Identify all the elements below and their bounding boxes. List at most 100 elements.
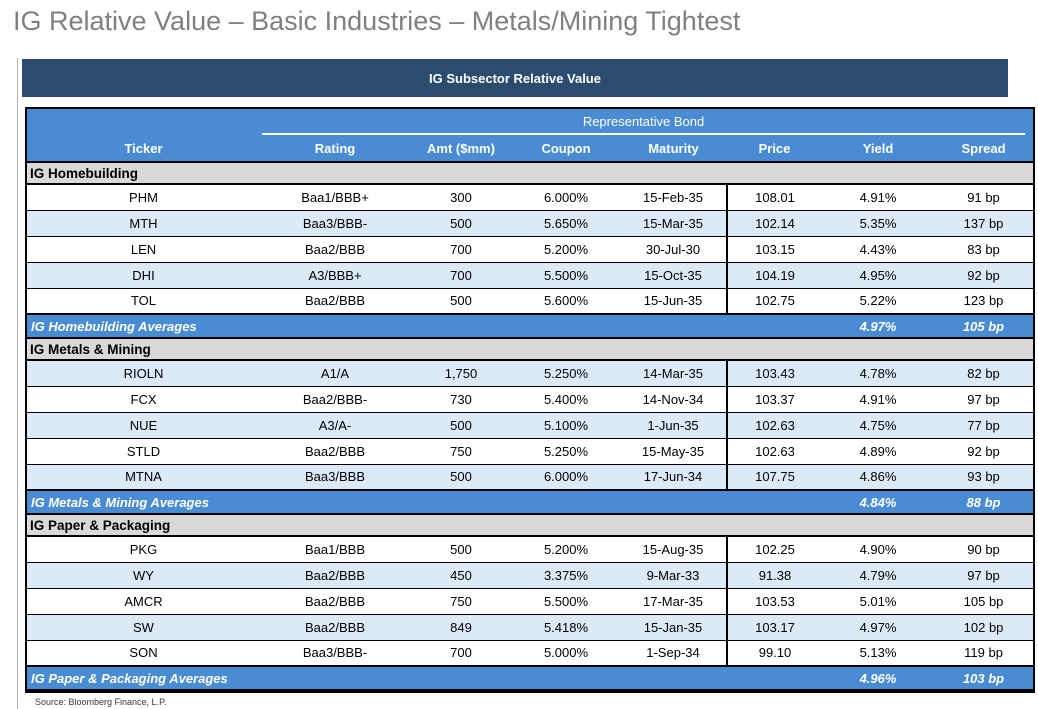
yield-cell: 5.22% [822, 288, 934, 315]
price-cell: 102.25 [726, 536, 822, 563]
section-header-row: IG Metals & Mining [27, 337, 1034, 361]
ticker-cell: NUE [27, 412, 260, 439]
amt-cell: 700 [410, 236, 512, 263]
coupon-cell: 5.500% [512, 588, 620, 615]
amt-cell: 500 [410, 288, 512, 315]
coupon-cell: 5.400% [512, 386, 620, 413]
bond-row: PKG Baa1/BBB 500 5.200% 15-Aug-35 102.25 4.90%… [27, 536, 1034, 563]
yield-cell: 4.79% [822, 562, 934, 589]
maturity-cell: 9-Mar-33 [620, 562, 727, 589]
rating-cell: Baa3/BBB- [260, 640, 410, 667]
amt-cell: 450 [410, 562, 512, 589]
coupon-cell: 3.375% [512, 562, 620, 589]
group-header-row: Representative Bond [27, 109, 1034, 135]
rating-cell: Baa3/BBB- [260, 210, 410, 237]
spread-cell: 123 bp [934, 288, 1034, 315]
rating-cell: Baa2/BBB [260, 438, 410, 465]
yield-cell: 4.89% [822, 438, 934, 465]
rating-cell: Baa3/BBB [260, 464, 410, 491]
relative-value-table: Representative Bond Ticker Rating Amt ($… [25, 107, 1035, 693]
maturity-cell: 15-Jan-35 [620, 614, 727, 641]
ticker-cell: PHM [27, 184, 260, 211]
price-cell: 102.63 [726, 438, 822, 465]
coupon-cell: 5.000% [512, 640, 620, 667]
price-cell: 103.37 [726, 386, 822, 413]
maturity-cell: 1-Jun-35 [620, 412, 727, 439]
spread-cell: 83 bp [934, 236, 1034, 263]
spread-cell: 77 bp [934, 412, 1034, 439]
yield-cell: 4.78% [822, 360, 934, 387]
table-title: IG Subsector Relative Value [429, 70, 601, 86]
maturity-cell: 15-May-35 [620, 438, 727, 465]
bond-row: TOL Baa2/BBB 500 5.600% 15-Jun-35 102.75 5.22%… [27, 288, 1034, 315]
spread-cell: 93 bp [934, 464, 1034, 491]
bond-table: Representative Bond Ticker Rating Amt ($… [27, 109, 1034, 691]
bond-row: MTH Baa3/BBB- 500 5.650% 15-Mar-35 102.14 5.35… [27, 210, 1034, 237]
page-title: IG Relative Value – Basic Industries – M… [13, 6, 741, 36]
amt-cell: 730 [410, 386, 512, 413]
spread-cell: 137 bp [934, 210, 1034, 237]
maturity-cell: 1-Sep-34 [620, 640, 727, 667]
coupon-cell: 6.000% [512, 464, 620, 491]
spread-cell: 82 bp [934, 360, 1034, 387]
spread-cell: 97 bp [934, 386, 1034, 413]
price-cell: 108.01 [726, 184, 822, 211]
amt-cell: 750 [410, 438, 512, 465]
bond-row: MTNA Baa3/BBB 500 6.000% 17-Jun-34 107.75 4.86… [27, 464, 1034, 491]
section-header-row: IG Paper & Packaging [27, 513, 1034, 537]
coupon-cell: 5.650% [512, 210, 620, 237]
average-spread: 103 bp [934, 665, 1034, 691]
averages-label: IG Homebuilding Averages [27, 313, 822, 339]
price-cell: 103.17 [726, 614, 822, 641]
averages-row: IG Paper & Packaging Averages 4.96% 103 bp [27, 665, 1034, 691]
amt-cell: 500 [410, 412, 512, 439]
spread-cell: 91 bp [934, 184, 1034, 211]
section-title: IG Paper & Packaging [27, 513, 1034, 537]
rating-cell: Baa2/BBB- [260, 386, 410, 413]
section-header-row: IG Homebuilding [27, 161, 1034, 185]
coupon-cell: 5.250% [512, 438, 620, 465]
maturity-cell: 14-Mar-35 [620, 360, 727, 387]
bond-row: NUE A3/A- 500 5.100% 1-Jun-35 102.63 4.75% 77 b… [27, 412, 1034, 439]
maturity-cell: 15-Mar-35 [620, 210, 727, 237]
section-title: IG Metals & Mining [27, 337, 1034, 361]
ticker-cell: MTH [27, 210, 260, 237]
yield-cell: 5.01% [822, 588, 934, 615]
group-header-spacer [27, 109, 260, 135]
column-header-spread: Spread [961, 140, 1006, 156]
yield-cell: 4.86% [822, 464, 934, 491]
slide-edge-line [17, 58, 18, 709]
averages-label: IG Paper & Packaging Averages [27, 665, 822, 691]
spread-cell: 92 bp [934, 262, 1034, 289]
group-header-cell: Representative Bond [260, 109, 1033, 135]
bond-row: RIOLN A1/A 1,750 5.250% 14-Mar-35 103.43 4.78%… [27, 360, 1034, 387]
column-header-rating: Rating [314, 140, 356, 156]
yield-cell: 4.75% [822, 412, 934, 439]
average-yield: 4.96% [822, 665, 934, 691]
amt-cell: 300 [410, 184, 512, 211]
ticker-cell: DHI [27, 262, 260, 289]
column-header-maturity: Maturity [648, 140, 699, 156]
coupon-cell: 5.100% [512, 412, 620, 439]
ticker-cell: TOL [27, 288, 260, 315]
amt-cell: 700 [410, 640, 512, 667]
amt-cell: 500 [410, 210, 512, 237]
rating-cell: A1/A [260, 360, 410, 387]
group-header-label: Representative Bond [262, 109, 1026, 135]
bond-row: DHI A3/BBB+ 700 5.500% 15-Oct-35 104.19 4.95% 9… [27, 262, 1034, 289]
rating-cell: A3/BBB+ [260, 262, 410, 289]
spread-cell: 92 bp [934, 438, 1034, 465]
bond-row: FCX Baa2/BBB- 730 5.400% 14-Nov-34 103.37 4.91… [27, 386, 1034, 413]
bond-row: LEN Baa2/BBB 700 5.200% 30-Jul-30 103.15 4.43%… [27, 236, 1034, 263]
ticker-cell: FCX [27, 386, 260, 413]
section-title: IG Homebuilding [27, 161, 1034, 185]
price-cell: 91.38 [726, 562, 822, 589]
price-cell: 103.15 [726, 236, 822, 263]
coupon-cell: 5.600% [512, 288, 620, 315]
price-cell: 103.43 [726, 360, 822, 387]
source-note: Source: Bloomberg Finance, L.P. [35, 697, 167, 707]
ticker-cell: AMCR [27, 588, 260, 615]
ticker-cell: PKG [27, 536, 260, 563]
column-header-amt: Amt ($mm) [427, 140, 495, 156]
bond-row: AMCR Baa2/BBB 750 5.500% 17-Mar-35 103.53 5.01… [27, 588, 1034, 615]
